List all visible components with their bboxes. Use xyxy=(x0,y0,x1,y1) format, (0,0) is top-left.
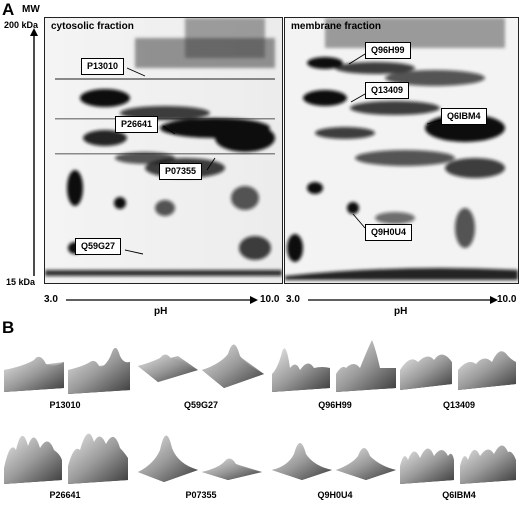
ph-axis-label-1: pH xyxy=(154,306,168,317)
gel-label-p13010: P13010 xyxy=(81,58,125,75)
gel-cytosolic-pointers xyxy=(124,67,216,255)
plot-label-q59g27: Q59G27 xyxy=(183,400,219,410)
panel-b-letter: B xyxy=(2,318,15,337)
gel-label-q96h99: Q96H99 xyxy=(365,42,411,59)
ph-arrow-icon-2 xyxy=(308,296,498,304)
mw-arrow-icon xyxy=(30,28,38,276)
plot-p07355 xyxy=(138,420,264,486)
gel-label-p07355: P07355 xyxy=(159,163,203,180)
plot-q59g27 xyxy=(138,336,264,398)
gel-membrane-pointers xyxy=(348,53,442,229)
plot-label-p07355: P07355 xyxy=(185,490,217,500)
gel-label-q6ibm4: Q6IBM4 xyxy=(441,108,487,125)
plot-p26641 xyxy=(4,420,130,486)
gel-label-q9h0u4: Q9H0U4 xyxy=(365,224,413,241)
plot-p13010 xyxy=(4,340,130,398)
ph-arrow-icon-1 xyxy=(66,296,258,304)
mw-axis-label: MW xyxy=(22,4,40,15)
gel-label-q59g27: Q59G27 xyxy=(75,238,122,255)
ph-right-label-1: 10.0 xyxy=(260,294,280,305)
gel-membrane: membrane fraction Q96H99 Q13409 Q6IBM4 Q… xyxy=(284,17,519,284)
ph-right-label-2: 10.0 xyxy=(497,294,517,305)
plot-q6ibm4 xyxy=(400,420,518,486)
plot-q9h0u4 xyxy=(272,420,398,486)
plot-label-p26641: P26641 xyxy=(49,490,81,500)
gel-label-q13409: Q13409 xyxy=(365,82,410,99)
plot-label-p13010: P13010 xyxy=(49,400,81,410)
ph-left-label-1: 3.0 xyxy=(44,294,58,305)
mw-bottom-label: 15 kDa xyxy=(6,277,36,287)
plot-label-q96h99: Q96H99 xyxy=(318,400,352,410)
plot-label-q6ibm4: Q6IBM4 xyxy=(442,490,476,500)
plot-q13409 xyxy=(400,340,518,396)
ph-left-label-2: 3.0 xyxy=(286,294,300,305)
panel-a-letter: A xyxy=(2,0,15,19)
plot-q96h99 xyxy=(272,338,398,398)
mw-top-label: 200 kDa xyxy=(4,20,39,30)
gel-membrane-title: membrane fraction xyxy=(291,21,382,32)
gel-membrane-image xyxy=(285,18,518,283)
plot-label-q13409: Q13409 xyxy=(442,400,476,410)
gel-cytosolic: cytosolic fraction P13010 P26641 P07355 … xyxy=(44,17,283,284)
plot-label-q9h0u4: Q9H0U4 xyxy=(317,490,353,500)
gel-label-p26641: P26641 xyxy=(115,116,159,133)
ph-axis-label-2: pH xyxy=(394,306,408,317)
gel-cytosolic-title: cytosolic fraction xyxy=(51,21,134,32)
